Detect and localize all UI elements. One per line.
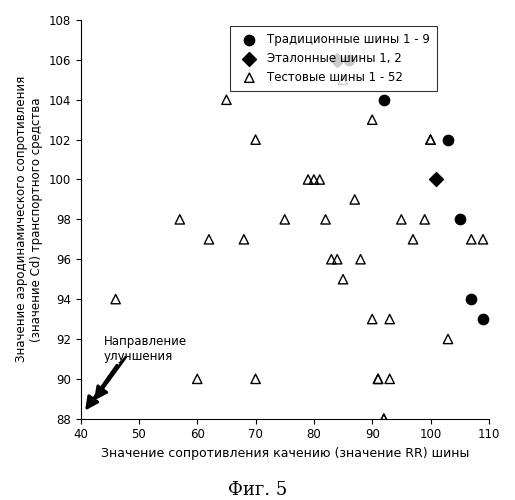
Тестовые шины 1 - 52 [386, 315, 394, 323]
Тестовые шины 1 - 52 [304, 176, 312, 184]
Тестовые шины 1 - 52 [205, 236, 213, 244]
Тестовые шины 1 - 52 [327, 255, 335, 263]
Тестовые шины 1 - 52 [368, 116, 376, 124]
Тестовые шины 1 - 52 [374, 375, 382, 383]
Тестовые шины 1 - 52 [112, 295, 120, 303]
Тестовые шины 1 - 52 [380, 414, 388, 422]
Text: Направление
улучшения: Направление улучшения [104, 335, 187, 363]
Тестовые шины 1 - 52 [310, 176, 318, 184]
Тестовые шины 1 - 52 [479, 236, 487, 244]
Традиционные шины 1 - 9 [479, 315, 487, 323]
Y-axis label: Значение аэродинамического сопротивления
(значение Cd) транспортного средства: Значение аэродинамического сопротивления… [15, 76, 43, 362]
Тестовые шины 1 - 52 [339, 275, 347, 283]
Тестовые шины 1 - 52 [222, 96, 231, 104]
Традиционные шины 1 - 9 [333, 56, 341, 64]
Тестовые шины 1 - 52 [281, 216, 289, 224]
Тестовые шины 1 - 52 [251, 375, 260, 383]
Тестовые шины 1 - 52 [356, 255, 365, 263]
Тестовые шины 1 - 52 [421, 216, 429, 224]
Тестовые шины 1 - 52 [176, 216, 184, 224]
Тестовые шины 1 - 52 [444, 335, 452, 343]
Text: Фиг. 5: Фиг. 5 [228, 481, 287, 499]
Традиционные шины 1 - 9 [467, 295, 475, 303]
Тестовые шины 1 - 52 [351, 196, 359, 203]
Тестовые шины 1 - 52 [193, 375, 201, 383]
Эталонные шины 1, 2 [333, 56, 341, 64]
Тестовые шины 1 - 52 [386, 375, 394, 383]
Тестовые шины 1 - 52 [321, 216, 330, 224]
Тестовые шины 1 - 52 [426, 136, 435, 143]
Тестовые шины 1 - 52 [380, 414, 388, 422]
Традиционные шины 1 - 9 [345, 56, 353, 64]
Традиционные шины 1 - 9 [380, 96, 388, 104]
Тестовые шины 1 - 52 [409, 236, 417, 244]
Тестовые шины 1 - 52 [240, 236, 248, 244]
Тестовые шины 1 - 52 [316, 176, 324, 184]
Legend: Традиционные шины 1 - 9, Эталонные шины 1, 2, Тестовые шины 1 - 52: Традиционные шины 1 - 9, Эталонные шины … [230, 26, 437, 91]
Тестовые шины 1 - 52 [426, 136, 435, 143]
Тестовые шины 1 - 52 [397, 216, 405, 224]
Тестовые шины 1 - 52 [374, 375, 382, 383]
Тестовые шины 1 - 52 [339, 76, 347, 84]
Тестовые шины 1 - 52 [333, 255, 341, 263]
Тестовые шины 1 - 52 [368, 315, 376, 323]
X-axis label: Значение сопротивления качению (значение RR) шины: Значение сопротивления качению (значение… [100, 447, 469, 460]
Традиционные шины 1 - 9 [456, 216, 464, 224]
Тестовые шины 1 - 52 [467, 236, 475, 244]
Традиционные шины 1 - 9 [444, 136, 452, 143]
Эталонные шины 1, 2 [432, 176, 440, 184]
Тестовые шины 1 - 52 [251, 136, 260, 143]
